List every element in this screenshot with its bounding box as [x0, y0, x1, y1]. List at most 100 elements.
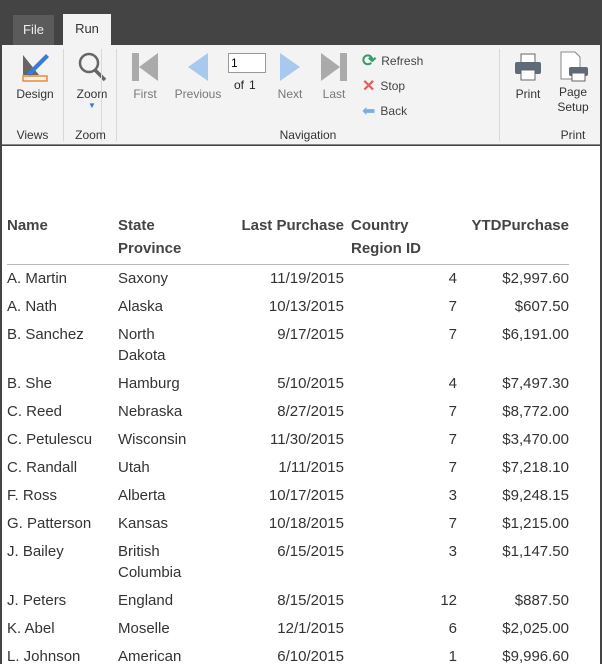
page-setup-icon: [560, 51, 588, 82]
cell-country-region-id: 4: [448, 375, 457, 392]
tab-file[interactable]: File: [13, 15, 54, 45]
page-setup-label-1: Page: [558, 85, 588, 99]
cell-state-province: Kansas: [118, 515, 169, 532]
cell-name: A. Nath: [7, 298, 58, 315]
print-label: Print: [515, 87, 541, 101]
last-page-icon: [321, 53, 347, 81]
cell-name: J. Bailey: [7, 543, 64, 560]
cell-last-purchase: 8/27/2015: [277, 403, 344, 420]
cell-state-province: Moselle: [118, 620, 170, 637]
page-count: of 1: [234, 78, 256, 92]
page-setup-label-2: Setup: [557, 100, 589, 114]
cell-last-purchase: 8/15/2015: [277, 592, 344, 609]
cell-state-province: Saxony: [118, 270, 169, 287]
ribbon: Design Zoom ▼ First Previous 1 of 1 Next …: [2, 45, 600, 145]
cell-name: C. Reed: [7, 403, 63, 420]
last-page-button[interactable]: Last: [316, 51, 352, 101]
table-header-row: Name State Province Last Purchase Country…: [7, 214, 569, 265]
cell-state-province: Wisconsin: [118, 431, 187, 448]
cell-ytd-purchase: $6,191.00: [502, 326, 569, 343]
cell-last-purchase: 1/11/2015: [278, 459, 344, 476]
group-label-zoom: Zoom: [75, 128, 106, 142]
table-row: J. Bailey British Columbia 6/15/2015 3 $1,14…: [7, 538, 569, 587]
cell-name: A. Martin: [7, 270, 68, 287]
tab-run[interactable]: Run: [63, 14, 111, 46]
group-label-views: Views: [16, 128, 49, 142]
cell-last-purchase: 12/1/2015: [277, 620, 344, 637]
table-row: C. Randall Utah 1/11/2015 7 $7,218.10: [7, 454, 569, 482]
cell-ytd-purchase: $3,470.00: [502, 431, 569, 448]
table-row: F. Ross Alberta 10/17/2015 3 $9,248.15: [7, 482, 569, 510]
previous-label: Previous: [174, 87, 222, 101]
cell-name: J. Peters: [7, 592, 67, 609]
refresh-label: Refresh: [381, 54, 424, 68]
cell-country-region-id: 3: [448, 487, 457, 504]
header-last-purchase: Last Purchase: [226, 214, 344, 265]
magnifier-icon: [78, 52, 107, 82]
cell-country-region-id: 1: [448, 648, 457, 664]
zoom-button[interactable]: Zoom ▼: [70, 51, 114, 110]
header-state-province: State Province: [118, 214, 226, 265]
cell-ytd-purchase: $9,248.15: [502, 487, 569, 504]
table-row: K. Abel Moselle 12/1/2015 6 $2,025.00: [7, 615, 569, 643]
next-page-button[interactable]: Next: [272, 51, 308, 101]
first-page-button[interactable]: First: [127, 51, 163, 101]
page-number-input[interactable]: 1: [228, 53, 266, 73]
cell-state-province: British Columbia: [118, 543, 182, 581]
cell-country-region-id: 3: [448, 543, 457, 560]
cell-country-region-id: 4: [448, 270, 457, 287]
back-label: Back: [380, 104, 408, 118]
cell-name: F. Ross: [7, 487, 58, 504]
next-icon: [280, 53, 300, 81]
cell-state-province: England: [118, 592, 174, 609]
cell-state-province: Hamburg: [118, 375, 180, 392]
previous-page-button[interactable]: Previous: [172, 51, 224, 101]
cell-state-province: Alberta: [118, 487, 166, 504]
next-label: Next: [277, 87, 303, 101]
header-ytd-purchase: YTDPurchase: [457, 214, 569, 265]
group-label-navigation: Navigation: [279, 128, 337, 142]
cell-last-purchase: 6/10/2015: [277, 648, 344, 664]
cell-country-region-id: 7: [448, 298, 457, 315]
design-icon: [22, 54, 49, 82]
table-row: B. Sanchez North Dakota 9/17/2015 7 $6,191.0…: [7, 321, 569, 370]
cell-country-region-id: 7: [448, 515, 457, 532]
cell-state-province: Nebraska: [118, 403, 183, 420]
table-row: B. She Hamburg 5/10/2015 4 $7,497.30: [7, 370, 569, 398]
group-label-print: Print: [560, 128, 586, 142]
back-button[interactable]: ⬅ Back: [362, 101, 407, 121]
cell-ytd-purchase: $2,025.00: [502, 620, 569, 637]
cell-ytd-purchase: $1,215.00: [502, 515, 569, 532]
table-row: A. Nath Alaska 10/13/2015 7 $607.50: [7, 293, 569, 321]
first-label: First: [133, 87, 157, 101]
cell-name: C. Randall: [7, 459, 78, 476]
print-button[interactable]: Print: [508, 51, 548, 101]
cell-last-purchase: 10/13/2015: [268, 298, 344, 315]
header-country-region-id: Country Region ID: [344, 214, 457, 265]
page-setup-button[interactable]: Page Setup: [552, 51, 594, 115]
cell-ytd-purchase: $1,147.50: [502, 543, 569, 560]
back-arrow-icon: ⬅: [362, 103, 376, 120]
cell-state-province: Utah: [118, 459, 150, 476]
cell-ytd-purchase: $9,996.60: [502, 648, 569, 664]
design-button[interactable]: Design: [12, 51, 58, 101]
cell-name: L. Johnson: [7, 648, 81, 664]
report-content: Name State Province Last Purchase Country…: [2, 146, 600, 664]
refresh-icon: ⟳: [362, 51, 377, 70]
table-row: G. Patterson Kansas 10/18/2015 7 $1,215.00: [7, 510, 569, 538]
refresh-button[interactable]: ⟳ Refresh: [362, 51, 423, 71]
cell-state-province: Alaska: [118, 298, 164, 315]
stop-button[interactable]: ✕ Stop: [362, 76, 405, 96]
cell-last-purchase: 11/30/2015: [270, 431, 344, 448]
cell-name: B. She: [7, 375, 53, 392]
table-row: L. Johnson American Samoa 6/10/2015 1 $9,996…: [7, 643, 569, 664]
cell-country-region-id: 7: [448, 326, 457, 343]
cell-ytd-purchase: $8,772.00: [502, 403, 569, 420]
cell-last-purchase: 6/15/2015: [277, 543, 344, 560]
table-row: A. Martin Saxony 11/19/2015 4 $2,997.60: [7, 265, 569, 294]
cell-ytd-purchase: $887.50: [514, 592, 569, 609]
stop-label: Stop: [380, 79, 406, 93]
page-total: 1: [249, 78, 256, 92]
design-label: Design: [16, 87, 54, 101]
